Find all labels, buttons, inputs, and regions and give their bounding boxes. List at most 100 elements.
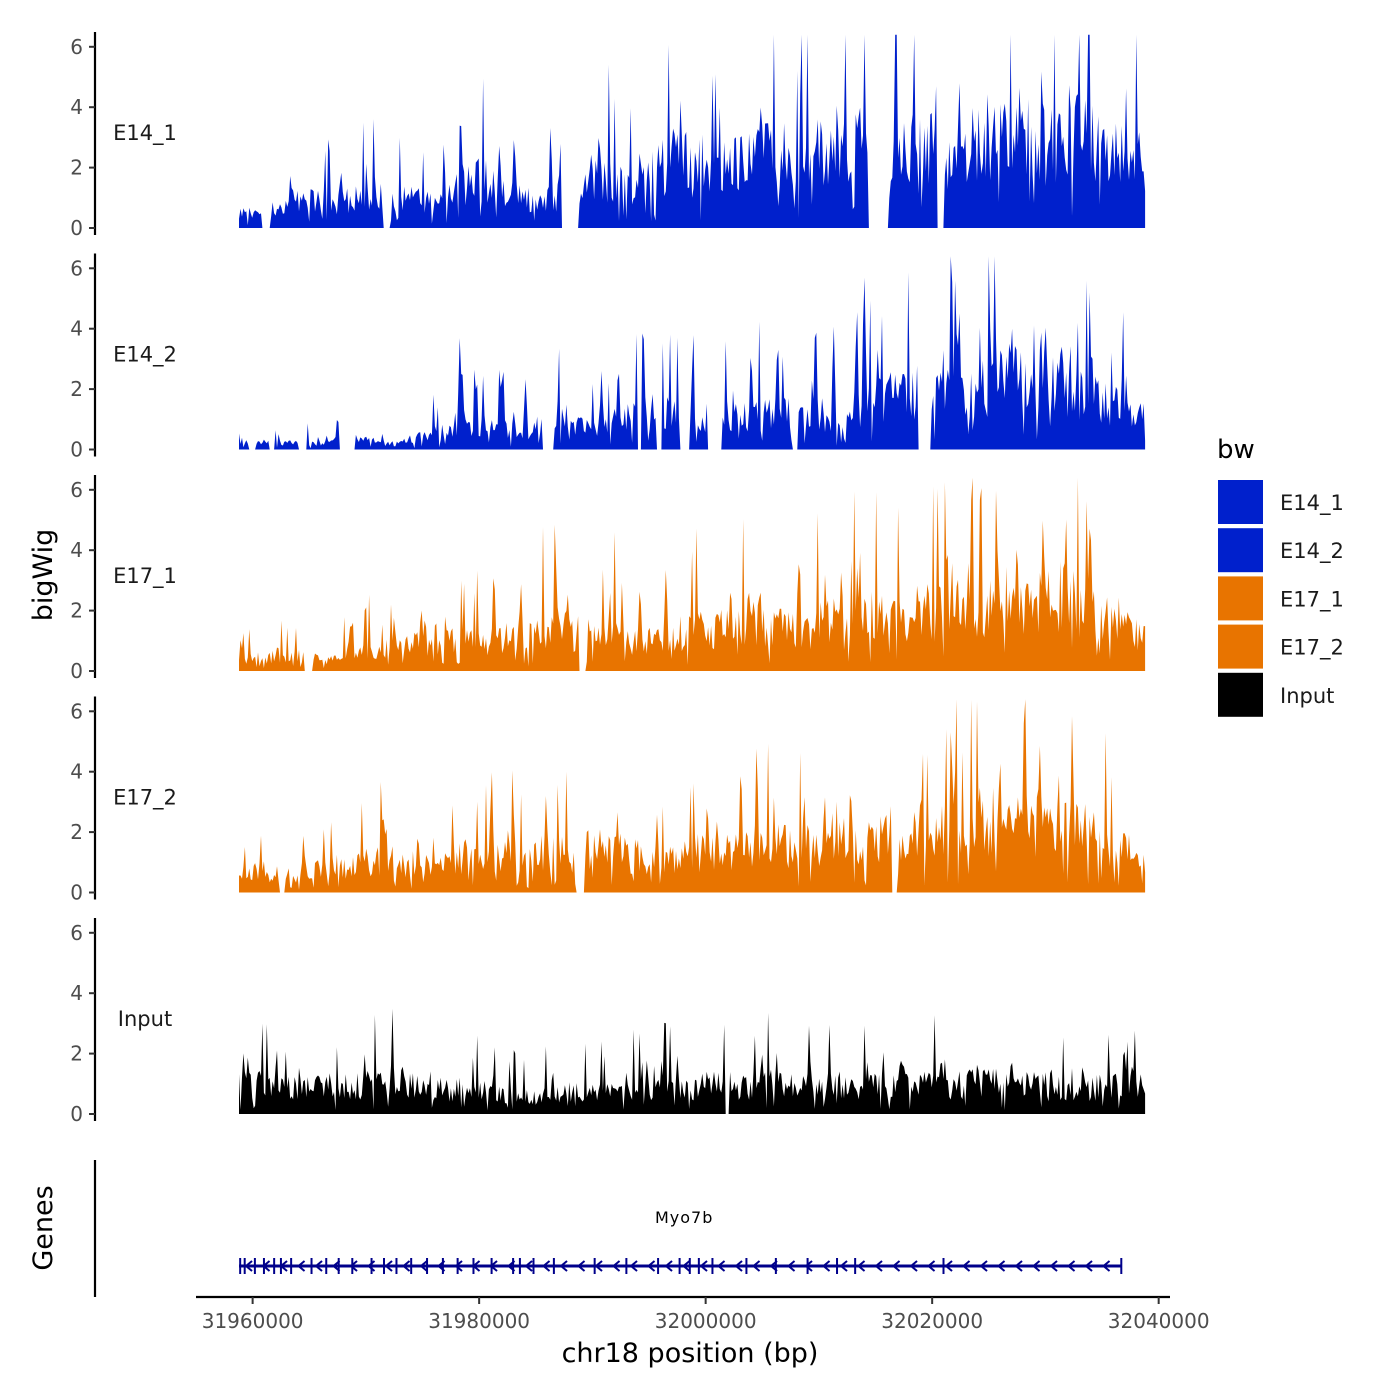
signal-tracks: 0 2 4 6 E14_1 0 2 4 6 E14_2 0 2 4 6 E17_1 0 2 4 6 E17_2 0 2 4 6… xyxy=(70,32,1146,1126)
x-tick-label: 31960000 xyxy=(202,1309,304,1333)
track-e14-1: 0 2 4 6 E14_1 xyxy=(70,32,1146,240)
strand-arrow xyxy=(646,1260,656,1272)
strand-arrow xyxy=(436,1260,446,1272)
y-tick-label: 4 xyxy=(70,538,83,562)
signal-area-e17-1 xyxy=(239,477,1146,671)
legend-swatch xyxy=(1218,624,1263,669)
x-tick-label: 32040000 xyxy=(1108,1309,1210,1333)
legend-swatch xyxy=(1218,576,1263,621)
strand-arrow xyxy=(261,1260,271,1272)
y-tick-label: 4 xyxy=(70,981,83,1005)
strand-arrow xyxy=(926,1260,936,1272)
y-tick-label: 4 xyxy=(70,95,83,119)
strand-arrow xyxy=(804,1260,813,1272)
y-tick-label: 2 xyxy=(70,1042,83,1066)
legend-swatch xyxy=(1218,480,1263,524)
strand-arrow xyxy=(629,1260,638,1272)
y-tick-label: 4 xyxy=(70,760,83,784)
strand-arrow xyxy=(594,1260,603,1272)
track-e14-2: 0 2 4 6 E14_2 xyxy=(70,253,1146,462)
y-tick-label: 6 xyxy=(70,35,83,59)
strand-arrow xyxy=(786,1260,796,1272)
legend-title: bw xyxy=(1217,435,1255,465)
strand-arrow xyxy=(1066,1260,1076,1272)
strand-arrow xyxy=(471,1260,481,1272)
y-tick-label: 0 xyxy=(70,216,83,240)
strand-arrow xyxy=(296,1260,306,1272)
strand-arrow xyxy=(996,1260,1006,1272)
strand-arrow xyxy=(244,1260,253,1272)
strand-arrow xyxy=(769,1260,778,1272)
strand-arrow xyxy=(1031,1260,1041,1272)
strand-arrow xyxy=(524,1260,533,1272)
strand-arrow xyxy=(559,1260,568,1272)
legend-label: E17_1 xyxy=(1280,587,1344,612)
legend-swatch xyxy=(1218,528,1263,573)
x-tick-label: 32000000 xyxy=(655,1309,757,1333)
x-axis-title: chr18 position (bp) xyxy=(562,1338,819,1369)
x-tick-label: 32020000 xyxy=(881,1309,983,1333)
strand-arrow xyxy=(279,1260,288,1272)
strand-arrow xyxy=(664,1260,673,1272)
legend: bw E14_1 E14_2 E17_1 E17_2 Input xyxy=(1217,435,1344,717)
strand-arrow xyxy=(979,1260,988,1272)
y-tick-label: 0 xyxy=(70,881,83,905)
x-tick-label: 31980000 xyxy=(428,1309,530,1333)
strand-arrow xyxy=(874,1260,883,1272)
track-e17-2: 0 2 4 6 E17_2 xyxy=(70,696,1146,905)
strand-arrow xyxy=(856,1260,866,1272)
strand-arrow xyxy=(1049,1260,1058,1272)
strand-arrow xyxy=(331,1260,341,1272)
strand-arrow xyxy=(401,1260,411,1272)
strand-arrow xyxy=(891,1260,901,1272)
y-tick-label: 6 xyxy=(70,699,83,723)
y-tick-label: 6 xyxy=(70,256,83,280)
x-axis: 31960000 31980000 32000000 32020000 32040000 xyxy=(196,1295,1210,1333)
strand-arrow xyxy=(716,1260,726,1272)
strand-arrow xyxy=(944,1260,953,1272)
signal-area-e14-1 xyxy=(239,34,1146,229)
strand-arrow xyxy=(1101,1260,1111,1272)
strand-arrow xyxy=(314,1260,323,1272)
strand-arrow xyxy=(576,1260,586,1272)
track-label: E14_1 xyxy=(113,121,177,146)
track-input: 0 2 4 6 Input xyxy=(70,918,1146,1126)
y-tick-label: 4 xyxy=(70,317,83,341)
strand-arrow xyxy=(506,1260,516,1272)
y-tick-label: 2 xyxy=(70,377,83,401)
track-e17-1: 0 2 4 6 E17_1 xyxy=(70,475,1146,683)
legend-label: E17_2 xyxy=(1280,636,1344,661)
strand-arrow xyxy=(751,1260,761,1272)
y-tick-label: 6 xyxy=(70,478,83,502)
legend-label: E14_1 xyxy=(1280,491,1344,516)
strand-arrow xyxy=(821,1260,831,1272)
strand-arrow xyxy=(681,1260,691,1272)
y-tick-label: 2 xyxy=(70,156,83,180)
track-label: E17_2 xyxy=(113,786,177,811)
gene-track-title: Genes xyxy=(28,1185,59,1270)
y-tick-label: 0 xyxy=(70,659,83,683)
legend-swatch xyxy=(1218,672,1263,717)
signal-area-e17-2 xyxy=(239,699,1146,893)
strand-arrow xyxy=(699,1260,708,1272)
y-tick-label: 2 xyxy=(70,599,83,623)
strand-arrow xyxy=(1084,1260,1093,1272)
strand-arrow xyxy=(1014,1260,1023,1272)
legend-label: E14_2 xyxy=(1280,539,1344,564)
y-tick-label: 0 xyxy=(70,438,83,462)
strand-arrow xyxy=(961,1260,971,1272)
strand-arrow xyxy=(909,1260,918,1272)
gene-track: Myo7b xyxy=(93,1160,1123,1297)
track-label: E14_2 xyxy=(113,343,177,368)
y-tick-label: 2 xyxy=(70,820,83,844)
strand-arrow xyxy=(366,1260,376,1272)
strand-arrow xyxy=(541,1260,551,1272)
signal-area-e14-2 xyxy=(239,256,1146,450)
strand-arrow xyxy=(419,1260,428,1272)
strand-arrow xyxy=(734,1260,743,1272)
track-label: Input xyxy=(118,1007,172,1031)
signal-area-input xyxy=(239,1008,1146,1114)
strand-arrow xyxy=(454,1260,463,1272)
legend-label: Input xyxy=(1280,684,1334,708)
